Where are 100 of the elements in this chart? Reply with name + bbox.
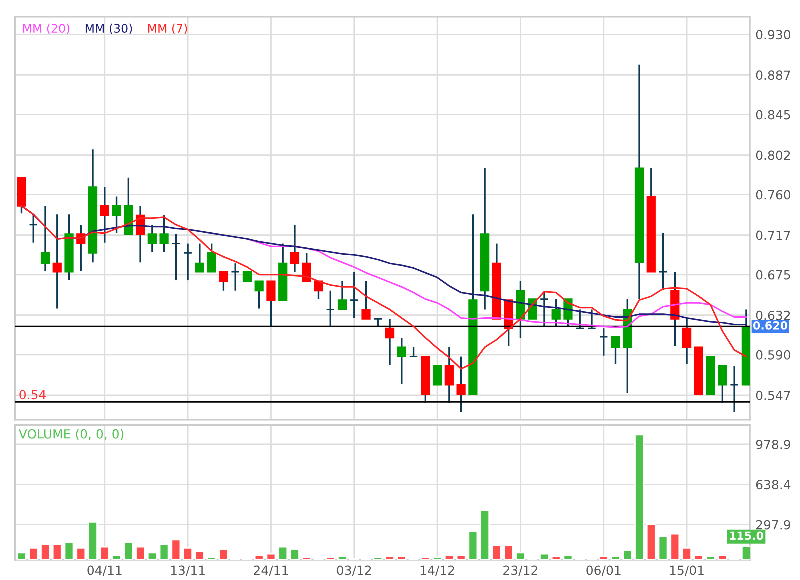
bar [670,533,680,560]
candlestick [718,365,728,404]
y-tick-label: 0.590 [756,350,791,360]
candlestick [100,186,110,244]
y-tick-label: 0.802 [756,150,790,160]
bar [540,553,550,560]
x-tick-label: 23/12 [504,566,538,576]
candlestick [730,365,740,414]
y-tick-label: 0.760 [756,190,791,200]
bar [254,554,264,560]
candlestick [219,271,228,292]
bar [266,553,276,560]
candlestick [302,252,312,282]
bar [682,547,692,560]
bar [373,556,384,560]
y-tick-label: 978.9 [756,440,790,450]
candlestick [195,242,204,273]
y-tick-label: 0.547 [756,390,790,400]
text: MM (7) [148,24,188,34]
bar [278,546,288,560]
candlestick [432,366,442,386]
y-tick-label: 638.4 [756,480,791,490]
candlestick [599,328,608,357]
candlestick [266,280,276,328]
bar [290,548,300,560]
line-series [246,238,748,328]
bar [622,550,633,560]
candlestick [242,271,252,282]
bar [646,524,656,560]
candlestick [314,280,324,300]
candlestick [362,280,371,320]
annotation: VOLUME (0, 0, 0) [18,429,124,440]
candlestick [385,318,395,366]
candlestick [587,308,597,330]
candlestick [148,224,157,254]
candlestick [172,234,181,282]
y-tick-label: 0.845 [756,110,790,120]
bar [183,547,194,560]
y-tick-label: 0.717 [756,230,790,240]
x-tick-label: 04/11 [88,566,122,576]
bar [634,434,644,560]
candlestick [338,280,348,311]
candlestick [326,290,336,328]
x-tick-label: 13/11 [171,566,205,576]
bar [136,546,146,560]
bar [610,556,621,560]
bar [52,544,62,560]
x-tick-label: 03/12 [337,566,372,576]
bar [147,552,158,560]
candlestick [29,214,38,244]
candlestick [540,290,550,328]
candlestick [112,196,122,234]
bar [694,554,704,560]
candlestick [231,262,240,292]
candlestick [456,356,466,414]
bar [76,547,86,560]
bar [598,556,609,560]
candlestick [290,224,300,273]
bar [88,522,98,560]
data-label: 115.0 [730,532,764,540]
y-tick-label: 0.887 [756,70,790,80]
ref-line-label: 0.620 [753,322,788,330]
bar [302,556,312,560]
candlestick [611,336,620,366]
bar [658,536,668,560]
bar [492,545,502,560]
y-tick-label: 297.9 [756,520,790,530]
candlestick [160,214,169,254]
candlestick [184,242,193,282]
candlestick [658,232,668,291]
text: MM (20) [23,24,70,34]
text: MM (30) [86,24,132,34]
bar [385,556,395,560]
candlestick [409,346,418,358]
x-tick-label: 14/12 [420,566,454,576]
bar [396,556,407,560]
y-tick-label: 0.675 [756,270,790,280]
candlestick [682,318,692,366]
ref-line-label: 0.54 [20,390,46,400]
candlestick [40,205,50,272]
bar [100,546,110,560]
bar [64,542,74,560]
bar [338,556,348,560]
y-tick-label: 0.930 [756,30,791,40]
candlestick [254,280,264,310]
x-tick-label: 06/01 [586,566,621,576]
bar [16,552,27,560]
bar [326,556,336,560]
x-tick-label: 15/01 [670,566,704,576]
bar [124,542,134,560]
bar [40,544,50,560]
bar [480,510,490,560]
candlestick [207,242,216,273]
candlestick [576,308,585,330]
bar [194,551,205,560]
bar [28,547,39,560]
bar [112,554,122,560]
candlestick [52,214,62,310]
candlestick [397,337,406,385]
bar [444,554,454,560]
